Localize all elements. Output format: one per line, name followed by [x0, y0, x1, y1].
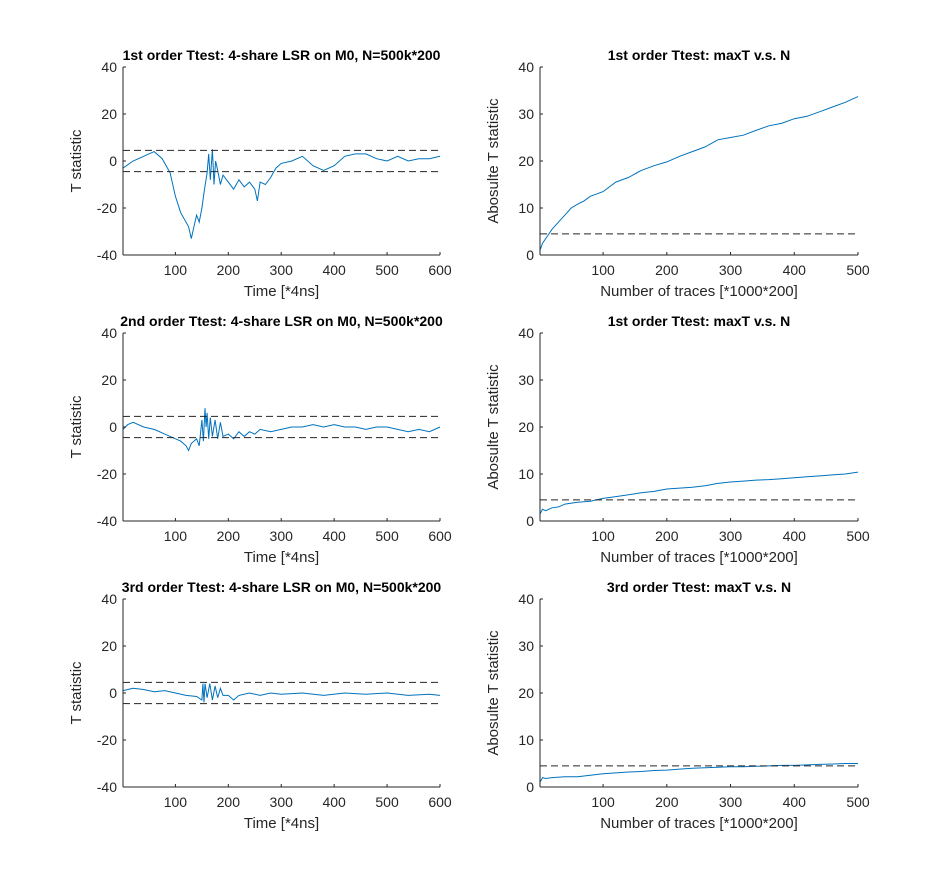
x-tick-label: 500: [846, 262, 870, 278]
series-line: [122, 683, 441, 703]
x-tick-label: 500: [375, 262, 399, 278]
x-tick-label: 500: [846, 794, 870, 810]
y-tick-label: 0: [526, 247, 534, 263]
y-axis-label: Abosulte T statistic: [485, 630, 502, 756]
x-tick-label: 600: [428, 794, 452, 810]
subplot-6: 100 200 300 400 500 0 10 20 30 40 3rd order Ttest:…: [485, 579, 870, 832]
x-tick-label: 400: [783, 262, 807, 278]
x-tick-label: 100: [591, 794, 615, 810]
x-tick-label: 300: [270, 528, 294, 544]
y-tick-label: -20: [97, 732, 117, 748]
y-tick-label: -40: [97, 779, 117, 795]
chart-title: 3rd order Ttest: 4-share LSR on M0, N=50…: [122, 579, 442, 595]
x-axis-label: Number of traces [*1000*200]: [600, 815, 798, 832]
series-line: [539, 96, 859, 251]
chart-title: 2nd order Ttest: 4-share LSR on M0, N=50…: [120, 313, 443, 329]
y-tick-label: -40: [97, 513, 117, 529]
series-line: [539, 471, 859, 515]
x-tick-label: 200: [655, 528, 679, 544]
x-tick-label: 400: [783, 794, 807, 810]
y-tick-label: 40: [101, 59, 117, 75]
y-tick-label: 20: [518, 685, 534, 701]
y-tick-label: 20: [518, 419, 534, 435]
y-tick-label: 20: [101, 106, 117, 122]
x-tick-label: 200: [655, 794, 679, 810]
chart-title: 1st order Ttest: maxT v.s. N: [608, 47, 791, 63]
x-tick-label: 100: [164, 794, 188, 810]
chart-title: 3rd order Ttest: maxT v.s. N: [607, 579, 791, 595]
y-tick-label: 40: [101, 325, 117, 341]
y-tick-label: 40: [518, 591, 534, 607]
x-tick-label: 400: [322, 794, 346, 810]
x-tick-label: 200: [217, 794, 241, 810]
x-axis-label: Time [*4ns]: [244, 549, 319, 566]
x-tick-label: 300: [719, 528, 743, 544]
x-tick-label: 600: [428, 262, 452, 278]
y-tick-label: 10: [518, 466, 534, 482]
chart-title: 1st order Ttest: 4-share LSR on M0, N=50…: [123, 47, 441, 63]
y-tick-label: 20: [518, 153, 534, 169]
x-tick-label: 200: [217, 262, 241, 278]
y-tick-label: -20: [97, 466, 117, 482]
y-tick-label: 30: [518, 372, 534, 388]
x-tick-label: 100: [591, 528, 615, 544]
y-axis-label: T statistic: [68, 661, 85, 725]
y-tick-label: 40: [518, 325, 534, 341]
x-tick-label: 100: [164, 262, 188, 278]
y-tick-label: 30: [518, 106, 534, 122]
y-axis-label: T statistic: [68, 129, 85, 193]
x-axis-label: Time [*4ns]: [244, 815, 319, 832]
y-tick-label: 0: [109, 685, 117, 701]
y-tick-label: -20: [97, 200, 117, 216]
x-axis-label: Time [*4ns]: [244, 283, 319, 300]
y-tick-label: 10: [518, 732, 534, 748]
x-tick-label: 600: [428, 528, 452, 544]
x-tick-label: 400: [322, 262, 346, 278]
series-line: [539, 763, 858, 783]
x-tick-label: 200: [655, 262, 679, 278]
y-tick-label: 30: [518, 638, 534, 654]
y-tick-label: 20: [101, 638, 117, 654]
series-line: [122, 149, 441, 239]
y-axis-label: T statistic: [68, 395, 85, 459]
x-tick-label: 400: [783, 528, 807, 544]
x-tick-label: 300: [719, 262, 743, 278]
y-tick-label: 40: [518, 59, 534, 75]
x-tick-label: 100: [591, 262, 615, 278]
y-tick-label: 20: [101, 372, 117, 388]
x-tick-label: 500: [375, 528, 399, 544]
x-tick-label: 400: [322, 528, 346, 544]
y-tick-label: 0: [109, 153, 117, 169]
y-tick-label: 40: [101, 591, 117, 607]
y-tick-label: 0: [526, 513, 534, 529]
chart-title: 1st order Ttest: maxT v.s. N: [608, 313, 791, 329]
x-axis-label: Number of traces [*1000*200]: [600, 283, 798, 300]
x-tick-label: 500: [375, 794, 399, 810]
y-tick-label: 0: [526, 779, 534, 795]
y-tick-label: -40: [97, 247, 117, 263]
x-tick-label: 200: [217, 528, 241, 544]
y-axis-label: Abosulte T statistic: [485, 364, 502, 490]
series-line: [122, 408, 441, 452]
x-tick-label: 300: [719, 794, 743, 810]
y-axis-label: Abosulte T statistic: [485, 98, 502, 224]
subplot-4: 100 200 300 400 500 0 10 20 30 40 1st order Ttest:…: [485, 313, 870, 566]
x-tick-label: 300: [270, 794, 294, 810]
subplot-5: 100 200 300 400 500 600 -40 -20 0 20 40 3rd order T…: [68, 579, 452, 832]
y-tick-label: 0: [109, 419, 117, 435]
x-tick-label: 100: [164, 528, 188, 544]
subplot-2: 100 200 300 400 500 0 10 20 30 40 1st order Ttest:…: [485, 47, 870, 300]
x-tick-label: 300: [270, 262, 294, 278]
y-tick-label: 10: [518, 200, 534, 216]
x-tick-label: 500: [846, 528, 870, 544]
x-axis-label: Number of traces [*1000*200]: [600, 549, 798, 566]
subplot-1: 100 200 300 400 500 600 -40 -20 0 20 40 1st order T…: [68, 47, 452, 300]
